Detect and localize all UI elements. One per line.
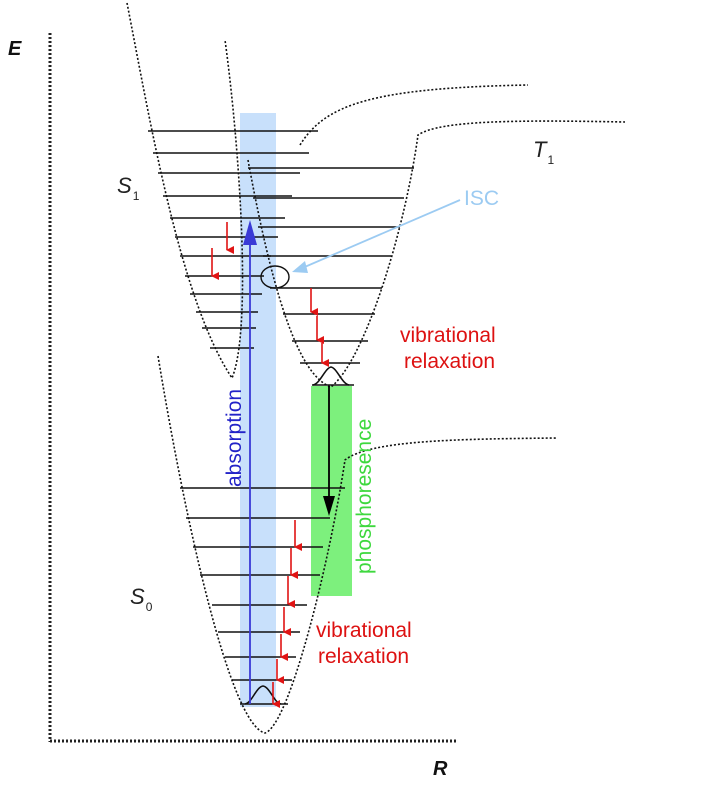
t1-ground-wavefunction (313, 367, 349, 385)
t1-potential-curve (248, 121, 625, 387)
coordinate-axis-label: R (433, 758, 448, 780)
vib-relax-upper-line1: vibrational (400, 324, 496, 347)
s1-potential-curve (127, 3, 243, 378)
s1-relaxation-arrows (212, 222, 227, 276)
t1-state-label: T1 (533, 137, 554, 167)
isc-label: ISC (464, 187, 499, 210)
vib-relax-lower-line1: vibrational (316, 619, 412, 642)
phosphorescence-band (311, 386, 352, 596)
vib-relax-lower-line2: relaxation (318, 645, 409, 668)
phosphorescence-label: phosphoresence (353, 419, 376, 574)
vib-relax-upper-line2: relaxation (404, 350, 495, 373)
s1-vibrational-levels (148, 131, 318, 348)
isc-pointer-arrow (300, 200, 460, 269)
energy-axis-label: E (8, 38, 22, 60)
absorption-label: absorption (223, 389, 246, 487)
isc-pointer-head (292, 261, 308, 273)
t1-relaxation-arrows (311, 288, 322, 363)
t1-curve-right-branch (300, 85, 528, 145)
s0-state-label: S0 (130, 584, 153, 614)
s1-state-label: S1 (117, 173, 140, 203)
